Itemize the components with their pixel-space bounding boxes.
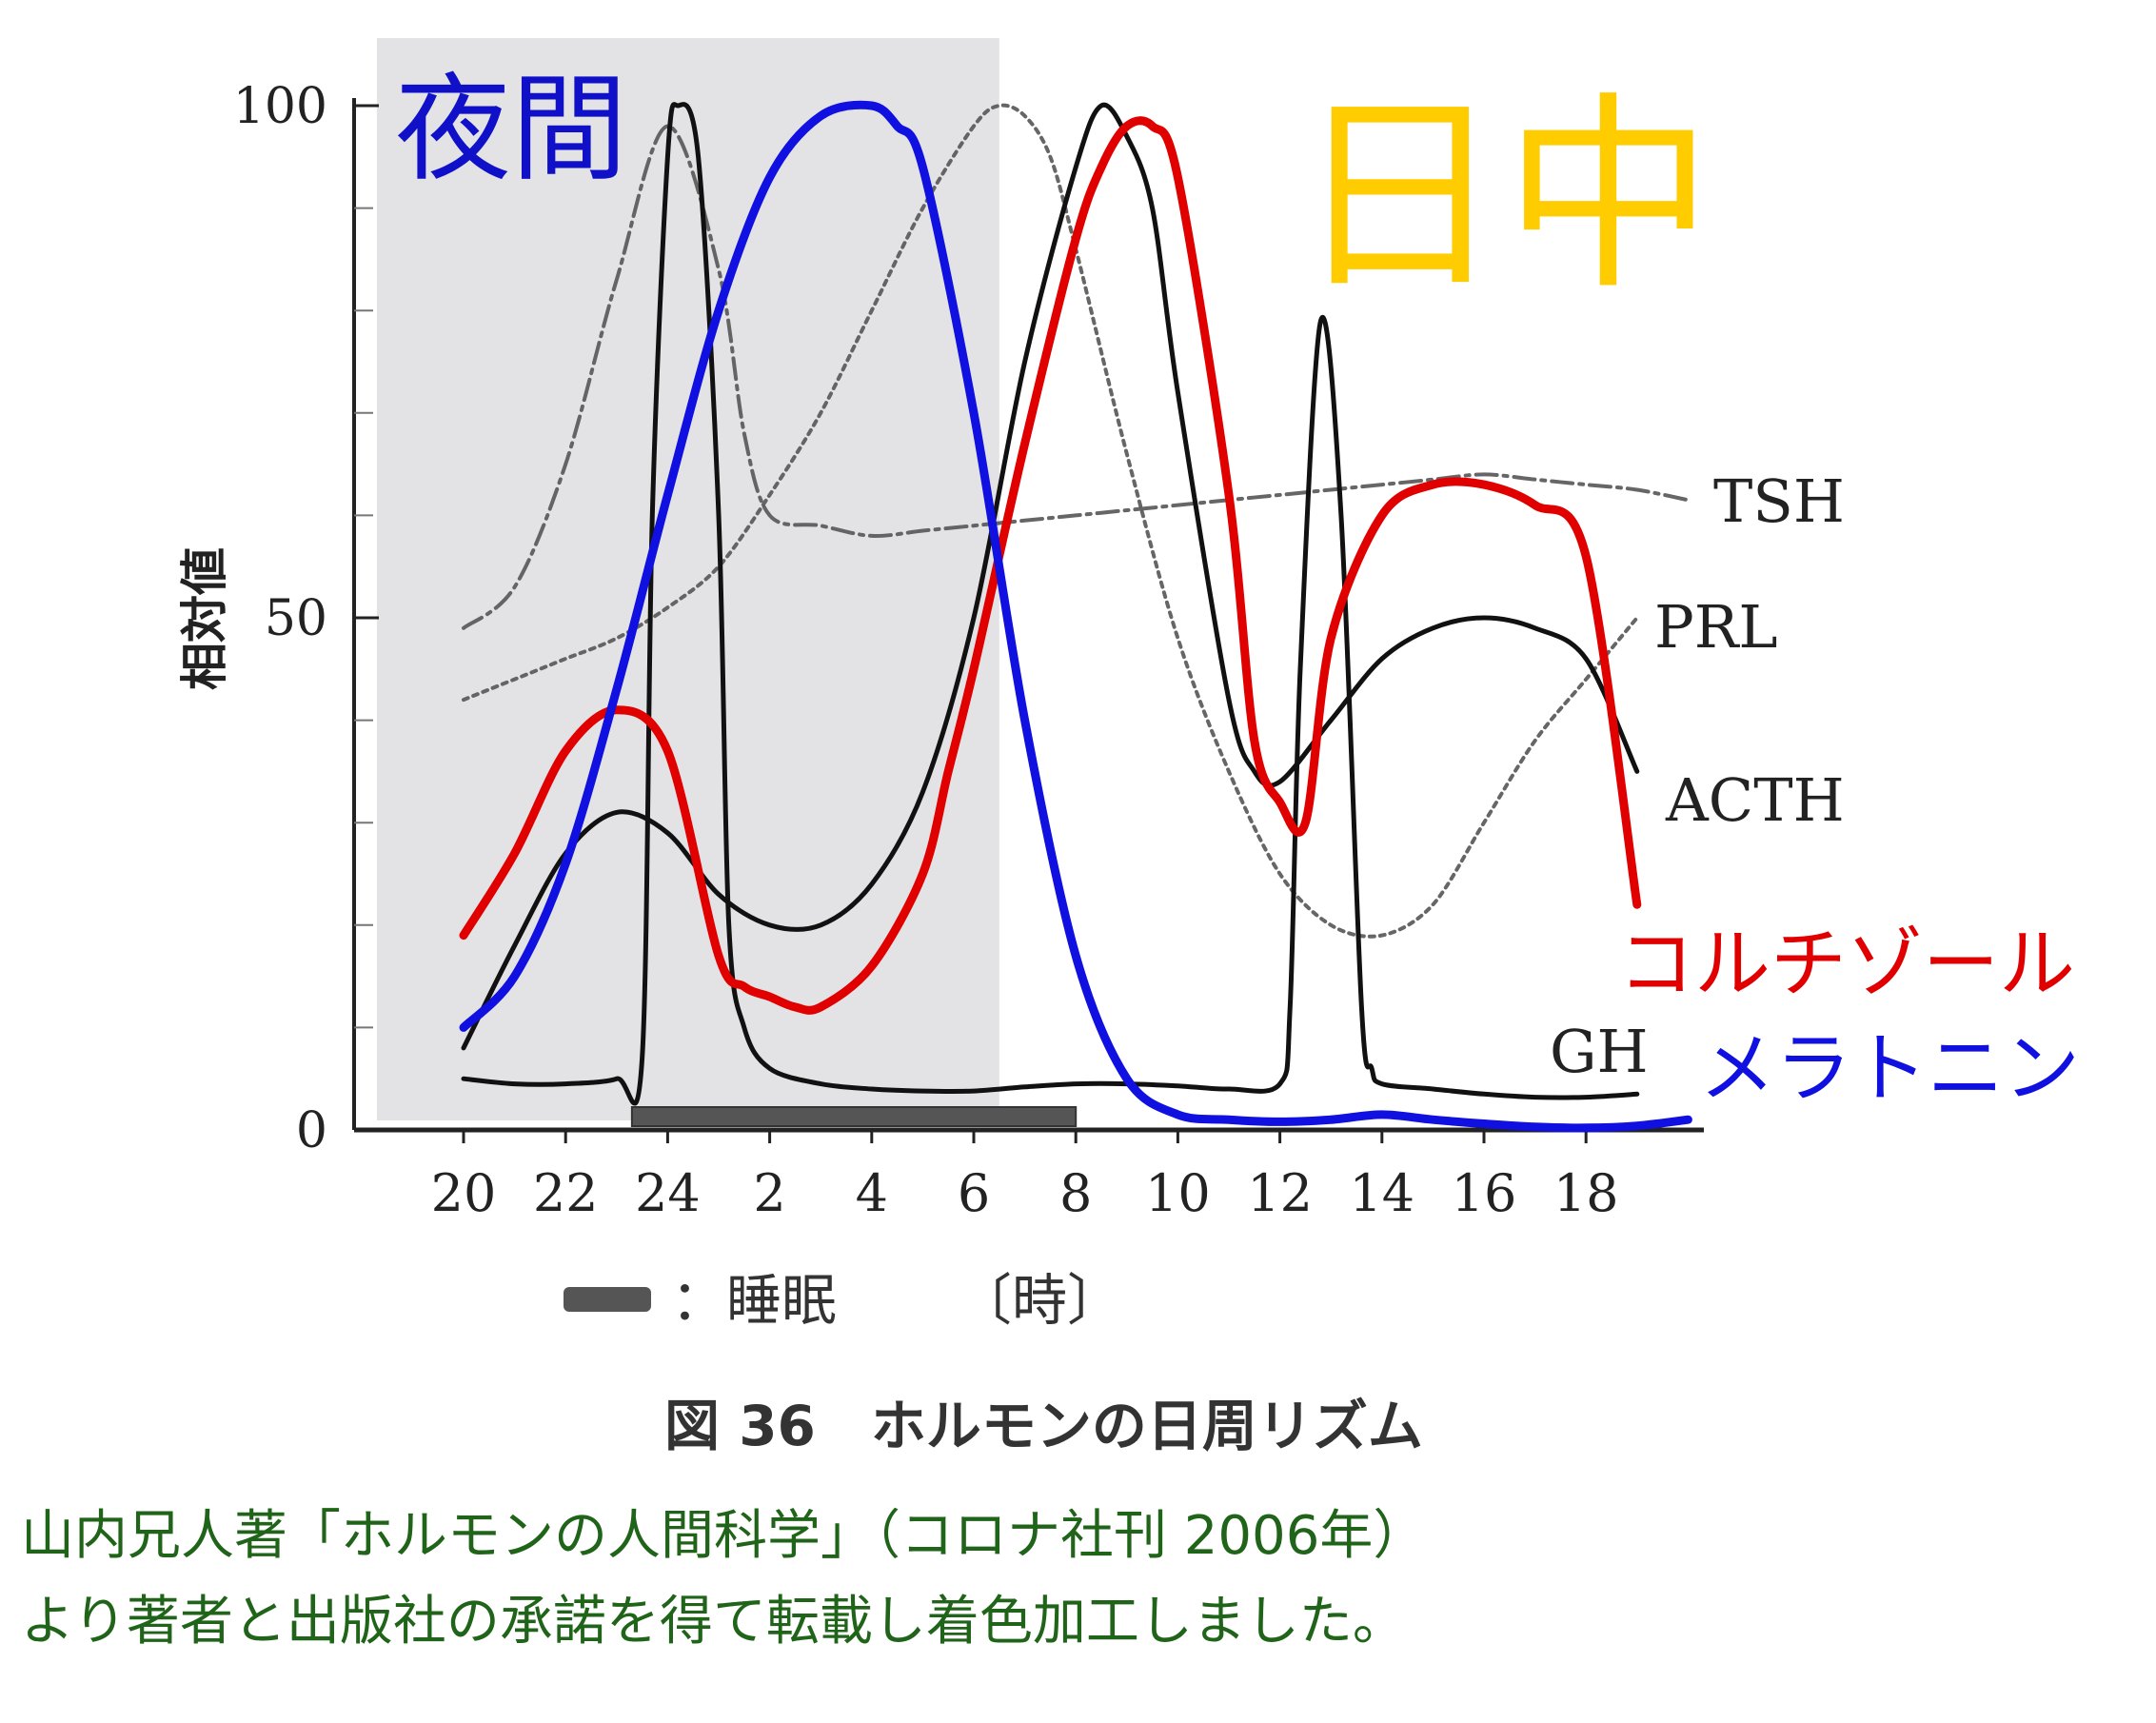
x-tick-label: 22 (533, 1163, 599, 1223)
label-melatonin: メラトニン (1699, 1024, 2080, 1113)
x-tick-label: 20 (431, 1163, 497, 1223)
x-tick-label: 18 (1553, 1163, 1619, 1223)
sleep-bar (630, 1106, 1078, 1127)
series-line-gh (461, 102, 1640, 1106)
credit-line-1: 山内兄人著「ホルモンの人間科学」（コロナ社刊 2006年） (21, 1505, 1427, 1567)
y-minor-ticks (354, 207, 373, 1029)
sleep-legend-swatch (564, 1287, 651, 1312)
x-tick-label: 12 (1247, 1163, 1313, 1223)
x-tick-label: 6 (958, 1163, 990, 1223)
x-tick-label: 4 (856, 1163, 888, 1223)
x-ticks: 20 22 24 2 4 6 8 10 12 14 16 18 (431, 1130, 1619, 1223)
credit-line-2: より著者と出版社の承諾を得て転載し着色加工しました。 (21, 1591, 1406, 1653)
x-tick-label: 14 (1349, 1163, 1414, 1223)
x-tick-label: 2 (753, 1163, 785, 1223)
label-tsh: TSH (1713, 466, 1845, 536)
y-ticks: 0 50 100 (233, 78, 379, 1159)
label-cortisol: コルチゾール (1618, 920, 2075, 1008)
y-tick-label: 100 (233, 78, 327, 135)
daytime-label: 日中 (1295, 74, 1713, 318)
figure-caption: 図 36 ホルモンの日周リズム (664, 1394, 1423, 1458)
y-tick-label: 0 (296, 1102, 327, 1159)
y-axis-label: 相対値 (176, 547, 232, 690)
x-axis-unit-label: 〔時〕 (957, 1268, 1122, 1333)
series-line-prl (462, 103, 1639, 939)
y-tick-label: 50 (265, 590, 327, 647)
night-band (376, 38, 999, 1120)
x-tick-label: 8 (1059, 1163, 1092, 1223)
x-tick-label: 10 (1145, 1163, 1211, 1223)
series-layer (459, 100, 1692, 1133)
x-tick-label: 16 (1452, 1163, 1517, 1223)
x-tick-label: 24 (635, 1163, 701, 1223)
label-gh: GH (1550, 1017, 1649, 1086)
series-line-cortisol (459, 116, 1642, 1015)
series-line-melatonin (459, 100, 1692, 1133)
night-label: 夜間 (395, 62, 627, 197)
sleep-legend-label: ：睡眠 (671, 1268, 837, 1333)
label-prl: PRL (1654, 592, 1778, 662)
label-acth: ACTH (1665, 765, 1845, 835)
